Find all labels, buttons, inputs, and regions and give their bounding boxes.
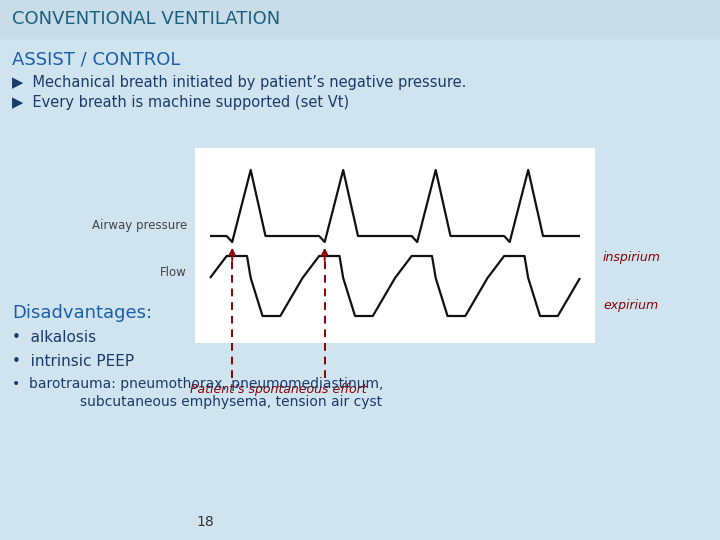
Text: ▶  Mechanical breath initiated by patient’s negative pressure.: ▶ Mechanical breath initiated by patient… xyxy=(12,76,467,91)
Text: •  alkalosis: • alkalosis xyxy=(12,330,96,346)
Text: subcutaneous emphysema, tension air cyst: subcutaneous emphysema, tension air cyst xyxy=(80,395,382,409)
Text: Patient’s spontaneous effort: Patient’s spontaneous effort xyxy=(190,383,366,396)
Text: Flow: Flow xyxy=(161,267,187,280)
Text: •  barotrauma: pneumothorax, pneumomediastinum,: • barotrauma: pneumothorax, pneumomedias… xyxy=(12,377,383,391)
Text: Disadvantages:: Disadvantages: xyxy=(12,304,152,322)
Text: Airway pressure: Airway pressure xyxy=(91,219,187,233)
Text: inspirium: inspirium xyxy=(603,252,661,265)
Text: ▶  Every breath is machine supported (set Vt): ▶ Every breath is machine supported (set… xyxy=(12,96,349,111)
Bar xyxy=(0,0,720,38)
Text: CONVENTIONAL VENTILATION: CONVENTIONAL VENTILATION xyxy=(12,10,280,28)
Text: expirium: expirium xyxy=(603,300,658,313)
Bar xyxy=(195,148,595,343)
Text: •  intrinsic PEEP: • intrinsic PEEP xyxy=(12,354,134,368)
Text: ASSIST / CONTROL: ASSIST / CONTROL xyxy=(12,51,181,69)
Text: 18: 18 xyxy=(196,515,214,529)
